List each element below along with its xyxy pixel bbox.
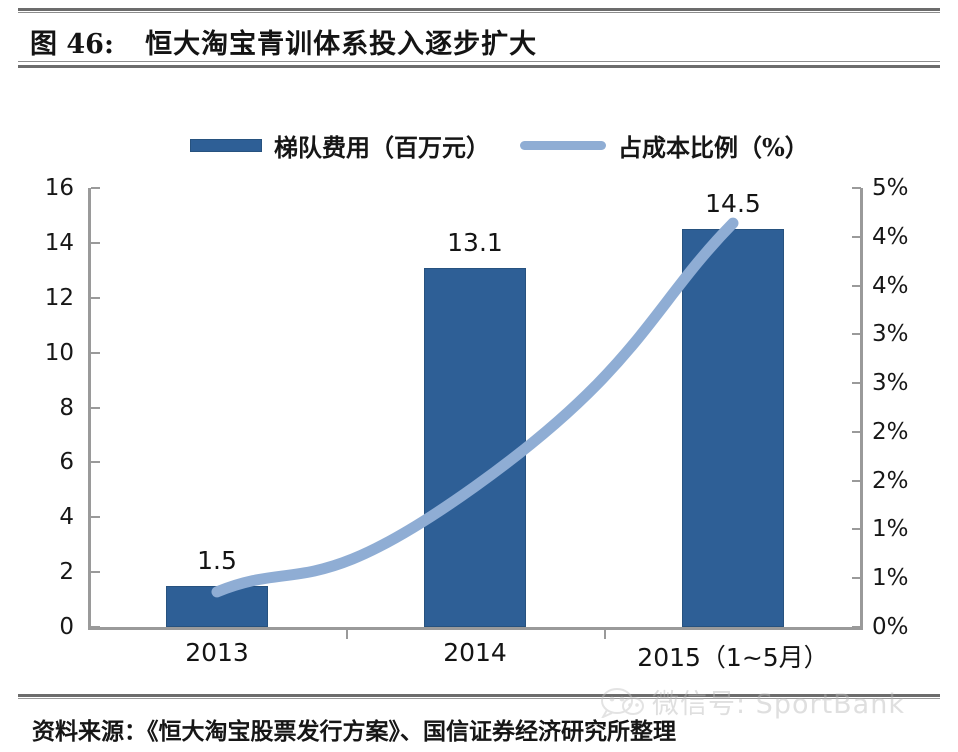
y-axis-right-tick	[852, 187, 861, 189]
bar-value-label: 14.5	[705, 189, 761, 219]
legend-label-line: 占成本比例（%）	[618, 132, 809, 162]
source-note: 资料来源：《恒大淘宝股票发行方案》、国信证券经济研究所整理	[32, 718, 676, 745]
y-axis-left-tick	[91, 406, 100, 409]
bar-value-label: 1.5	[197, 545, 237, 575]
y-axis-right-tick-label: 3%	[872, 370, 909, 397]
figure-number: 图 46:	[30, 29, 114, 60]
y-axis-right-tick	[852, 235, 861, 238]
legend-swatch-line-icon	[520, 140, 606, 150]
y-axis-left-tick-label: 2	[59, 559, 74, 586]
y-axis-right-tick	[852, 430, 861, 433]
y-axis-left-tick	[91, 296, 100, 299]
y-axis-right-tick	[852, 382, 861, 385]
y-axis-right-tick-label: 4%	[872, 272, 909, 299]
y-axis-left-line	[88, 188, 91, 630]
y-axis-left-tick	[91, 187, 100, 189]
x-axis-label-2: 2015（1~5月）	[637, 643, 829, 672]
legend-item-line-series[interactable]: 占成本比例（%）	[520, 128, 809, 162]
bar-2013[interactable]	[166, 585, 268, 627]
y-axis-left-tick-label: 14	[44, 229, 74, 256]
bar-value-label: 13.1	[447, 227, 503, 257]
y-axis-left-tick	[91, 461, 100, 464]
bar-2014[interactable]	[424, 267, 526, 627]
legend-item-bar-series[interactable]: 梯队费用（百万元）	[190, 128, 490, 162]
y-axis-right-line	[860, 188, 863, 630]
y-axis-right-tick	[852, 284, 861, 287]
header-rule-top	[18, 8, 940, 13]
chart-legend: 梯队费用（百万元） 占成本比例（%）	[0, 128, 958, 162]
y-axis-left-tick	[91, 351, 100, 354]
y-axis-left-tick-label: 16	[44, 175, 74, 201]
legend-label-bar: 梯队费用（百万元）	[274, 132, 490, 162]
figure-title-text: 恒大淘宝青训体系投入逐步扩大	[145, 29, 538, 60]
page-title: 图 46: 恒大淘宝青训体系投入逐步扩大	[30, 22, 537, 61]
y-axis-left-tick-label: 0	[59, 614, 74, 640]
figure-header: 图 46: 恒大淘宝青训体系投入逐步扩大	[18, 8, 940, 70]
y-axis-left-tick-label: 4	[59, 504, 74, 531]
x-axis-label-1: 2014	[443, 638, 507, 667]
y-axis-right-tick	[852, 333, 861, 336]
y-axis-right-tick	[852, 528, 861, 531]
y-axis-right-tick-label: 0%	[872, 614, 909, 640]
y-axis-left-tick-label: 10	[44, 339, 74, 366]
x-axis-tick	[346, 630, 348, 639]
x-axis-line	[88, 627, 863, 630]
footer-rule	[18, 694, 940, 699]
y-axis-right-tick	[852, 626, 861, 628]
y-axis-right-tick-label: 2%	[872, 467, 909, 494]
y-axis-right-tick-label: 5%	[872, 175, 909, 201]
x-axis-tick	[604, 630, 606, 639]
y-axis-left-tick-label: 6	[59, 449, 74, 476]
x-axis-label-0: 2013	[185, 638, 249, 667]
y-axis-left-tick	[91, 241, 100, 244]
y-axis-right-tick-label: 1%	[872, 565, 909, 592]
y-axis-right-tick-label: 2%	[872, 418, 909, 445]
y-axis-left-tick	[91, 626, 100, 628]
header-rule-bottom	[18, 61, 940, 68]
y-axis-left-tick	[91, 516, 100, 519]
y-axis-right-tick-label: 1%	[872, 516, 909, 543]
y-axis-right-tick-label: 3%	[872, 321, 909, 348]
y-axis-right-tick-label: 4%	[872, 223, 909, 250]
figure-footer: 资料来源：《恒大淘宝股票发行方案》、国信证券经济研究所整理	[18, 694, 940, 752]
y-axis-left-tick-label: 8	[59, 394, 74, 421]
y-axis-right-tick	[852, 577, 861, 580]
y-axis-right-tick	[852, 479, 861, 482]
y-axis-left-tick	[91, 571, 100, 574]
bar-2015（1~5月）[interactable]	[682, 229, 784, 627]
legend-swatch-bar-icon	[190, 138, 262, 152]
y-axis-left-tick-label: 12	[44, 284, 74, 311]
